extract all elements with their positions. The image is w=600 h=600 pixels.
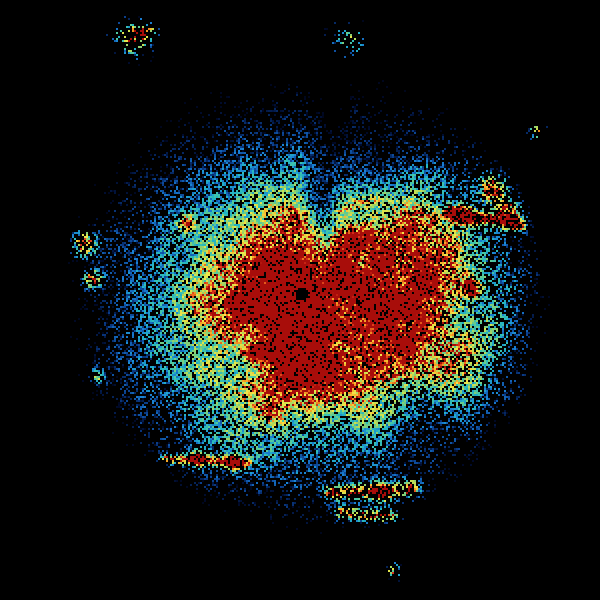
false-color-image-viewport: Diffuse speckled emission cloud on black… — [0, 0, 600, 600]
intensity-map-canvas — [0, 0, 600, 600]
